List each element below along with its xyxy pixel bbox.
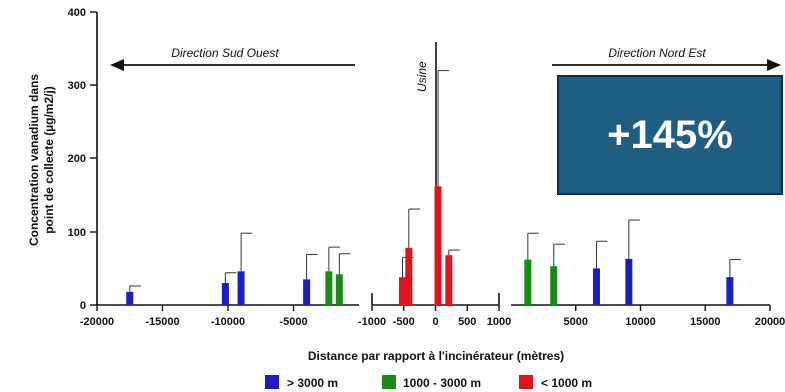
x-tick-label: -1000 (358, 316, 386, 328)
x-tick-label: 1000 (487, 316, 511, 328)
x-ticks: -20000 -15000 -10000 -5000 -1000 -500 0 500 1000… (80, 305, 785, 328)
x-tick-label: 500 (458, 316, 476, 328)
y-axis-title: Concentration vanadium dans point de col… (27, 74, 56, 246)
usine-label: Usine (415, 61, 429, 92)
x-axes: Distance par rapport à l'incinérateur (m… (97, 293, 770, 363)
y-tick-label: 400 (68, 7, 86, 19)
y-tick-label: 200 (68, 153, 86, 165)
bar (303, 279, 311, 305)
x-tick-label: -5000 (279, 316, 307, 328)
arrow-left-head-icon (110, 59, 124, 71)
bar-group (325, 246, 340, 305)
legend-label-1000-3000: 1000 - 3000 m (403, 376, 481, 390)
legend-swatch-gt3000 (265, 375, 279, 389)
bar (625, 258, 633, 305)
y-tick-label: 0 (80, 300, 86, 312)
y-tick-label: 300 (68, 80, 86, 92)
bar-group (592, 240, 608, 305)
x-tick-label: -10000 (211, 316, 245, 328)
x-tick-label: 0 (432, 316, 438, 328)
y-axis-title-line-2: point de collecte (µg/m2/j) (42, 86, 56, 234)
bar (445, 255, 453, 305)
bar-group (237, 232, 253, 305)
x-tick-label: -15000 (145, 316, 179, 328)
direction-right-label: Direction Nord Est (608, 46, 706, 60)
x-tick-label: 5000 (564, 316, 588, 328)
bar (221, 283, 229, 305)
bar (524, 259, 532, 305)
direction-left-label: Direction Sud Ouest (171, 46, 279, 60)
x-tick-label: 15000 (690, 316, 721, 328)
bar (405, 247, 413, 305)
direction-right-arrow (552, 59, 781, 71)
bar-group (126, 285, 141, 305)
x-axis-title: Distance par rapport à l'incinérateur (m… (308, 349, 564, 363)
bar (325, 271, 333, 305)
bar-group (625, 219, 640, 305)
bar (398, 277, 406, 305)
x-tick-label: -500 (393, 316, 415, 328)
y-axis: 400 300 200 100 0 Concentration vanadium… (27, 7, 98, 312)
increase-callout-text: +145% (607, 112, 733, 157)
bar (592, 268, 600, 305)
x-tick-label: 20000 (755, 316, 785, 328)
bar (237, 271, 245, 305)
bar (335, 274, 343, 305)
bar (126, 291, 134, 305)
bar-group (405, 208, 420, 305)
bar-group (434, 70, 450, 305)
y-axis-title-line-1: Concentration vanadium dans (27, 74, 41, 246)
legend-swatch-lt1000 (519, 375, 533, 389)
x-tick-label: -20000 (80, 316, 114, 328)
x-tick-label: 10000 (625, 316, 656, 328)
increase-callout: +145% (557, 75, 783, 195)
bars (126, 70, 741, 305)
bar (726, 277, 734, 305)
bar-group (524, 232, 539, 305)
bar-group (445, 249, 460, 305)
legend-label-lt1000: < 1000 m (541, 376, 592, 390)
bar-group (335, 253, 351, 305)
bar-group (221, 272, 237, 305)
bar (434, 186, 442, 305)
bar-group (726, 259, 741, 305)
legend: > 3000 m 1000 - 3000 m < 1000 m (265, 375, 592, 390)
y-tick-label: 100 (68, 227, 86, 239)
bar-group (303, 253, 318, 305)
arrow-right-head-icon (767, 59, 781, 71)
legend-label-gt3000: > 3000 m (287, 376, 338, 390)
legend-swatch-1000-3000 (382, 375, 396, 389)
bar-group (550, 243, 565, 305)
direction-left-arrow (110, 59, 355, 71)
bar (550, 266, 558, 305)
